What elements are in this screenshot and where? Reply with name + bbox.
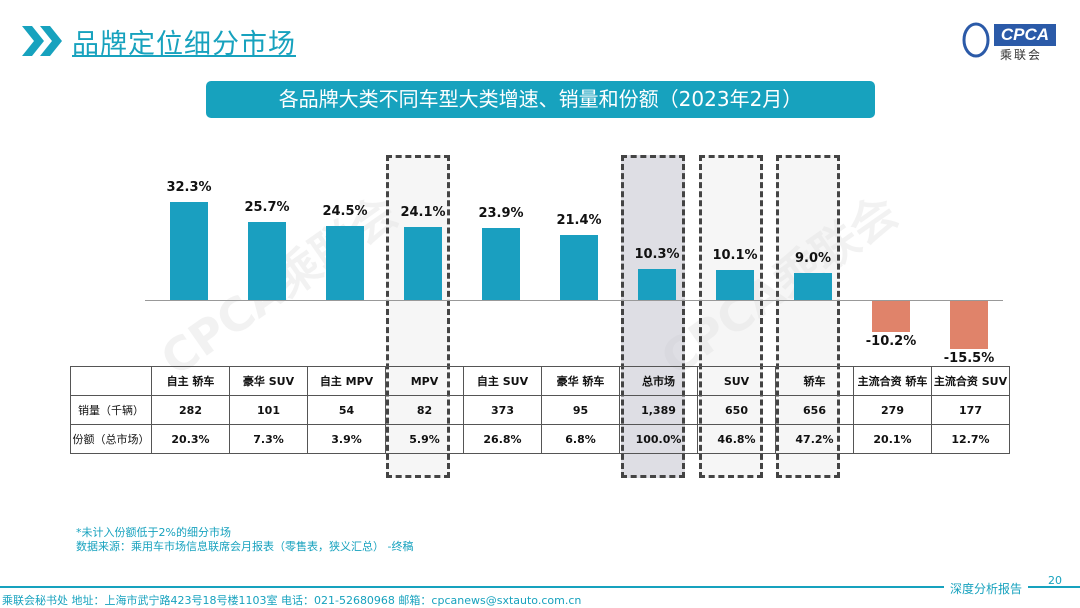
bar (248, 222, 286, 301)
column-header: 主流合资 轿车 (853, 366, 932, 396)
bar (638, 269, 676, 301)
table-cell: 20.3% (151, 424, 230, 454)
column-header: 自主 SUV (463, 366, 542, 396)
bar (482, 227, 520, 301)
bar (170, 201, 208, 301)
table-cell: 95 (541, 395, 620, 425)
table-cell: 54 (307, 395, 386, 425)
page-title: 品牌定位细分市场 (72, 29, 296, 60)
data-label: 21.4% (556, 213, 602, 229)
data-label: 23.9% (478, 205, 524, 221)
cpca-logo: CPCA 乘联会 (958, 20, 1058, 62)
column-header: 主流合资 SUV (931, 366, 1010, 396)
bar (716, 269, 754, 301)
logo-text: CPCA (994, 24, 1056, 46)
column-header: 自主 轿车 (151, 366, 230, 396)
table-cell: 47.2% (775, 424, 854, 454)
data-label: -10.2% (865, 334, 917, 350)
bar (404, 227, 442, 301)
page-number: 20 (1048, 574, 1062, 587)
note: 数据来源：乘用车市场信息联席会月报表（零售表，狭义汇总） -终稿 (76, 540, 414, 553)
column-header: 豪华 轿车 (541, 366, 620, 396)
data-label: 24.5% (322, 203, 368, 219)
table-cell: 12.7% (931, 424, 1010, 454)
table-cell: 3.9% (307, 424, 386, 454)
bar (560, 235, 598, 301)
data-label: 9.0% (794, 251, 832, 267)
table-cell: 177 (931, 395, 1010, 425)
table-row: 份额（总市场） 20.3% 7.3% 3.9% 5.9% 26.8% 6.8% 100.0% 4… (70, 424, 1010, 454)
data-label: 10.3% (634, 247, 680, 263)
column-header: SUV (697, 366, 776, 396)
table-cell: 100.0% (619, 424, 698, 454)
data-label: 32.3% (166, 179, 212, 195)
table-cell: 650 (697, 395, 776, 425)
table-header-row: 自主 轿车 豪华 SUV 自主 MPV MPV 自主 SUV 豪华 轿车 总市场 SUV 轿车主… (70, 366, 1010, 396)
data-label: -15.5% (943, 350, 995, 366)
table-cell: 6.8% (541, 424, 620, 454)
bar (872, 301, 910, 333)
column-header: 自主 MPV (307, 366, 386, 396)
table-cell: 101 (229, 395, 308, 425)
footer-line (0, 586, 1080, 588)
zero-axis (145, 300, 1003, 301)
bar (950, 301, 988, 349)
notes: *未计入份额低于2%的细分市场 数据来源：乘用车市场信息联席会月报表（零售表，狭… (76, 526, 413, 554)
table-cell: 5.9% (385, 424, 464, 454)
column-header: 总市场 (619, 366, 698, 396)
data-table: 自主 轿车 豪华 SUV 自主 MPV MPV 自主 SUV 豪华 轿车 总市场 SUV 轿车主… (70, 366, 1010, 454)
table-cell: 279 (853, 395, 932, 425)
row-label: 销量（千辆） (70, 395, 152, 425)
column-header: MPV (385, 366, 464, 396)
logo-sub: 乘联会 (1000, 48, 1043, 62)
footer-text: 乘联会秘书处 地址：上海市武宁路423号18号楼1103室 电话：021-526… (2, 594, 582, 607)
column-header: 豪华 SUV (229, 366, 308, 396)
footer-tag: 深度分析报告 (944, 580, 1029, 597)
table-cell: 1,389 (619, 395, 698, 425)
table-cell: 26.8% (463, 424, 542, 454)
table-cell: 656 (775, 395, 854, 425)
row-label: 份额（总市场） (70, 424, 152, 454)
table-cell: 282 (151, 395, 230, 425)
table-cell: 20.1% (853, 424, 932, 454)
chevron-icon (22, 26, 62, 56)
bar (794, 273, 832, 301)
note: *未计入份额低于2%的细分市场 (76, 526, 231, 539)
table-cell: 82 (385, 395, 464, 425)
table-corner (70, 366, 152, 396)
bar (326, 225, 364, 301)
data-label: 25.7% (244, 200, 290, 216)
column-header: 轿车 (775, 366, 854, 396)
table-cell: 46.8% (697, 424, 776, 454)
table-cell: 7.3% (229, 424, 308, 454)
data-label: 10.1% (712, 247, 758, 263)
data-label: 24.1% (400, 205, 446, 220)
table-cell: 373 (463, 395, 542, 425)
table-row: 销量（千辆） 282 101 54 82 373 95 1,389 650 656 279 177 (70, 395, 1010, 425)
chart-title: 各品牌大类不同车型大类增速、销量和份额（2023年2月） (206, 81, 875, 118)
